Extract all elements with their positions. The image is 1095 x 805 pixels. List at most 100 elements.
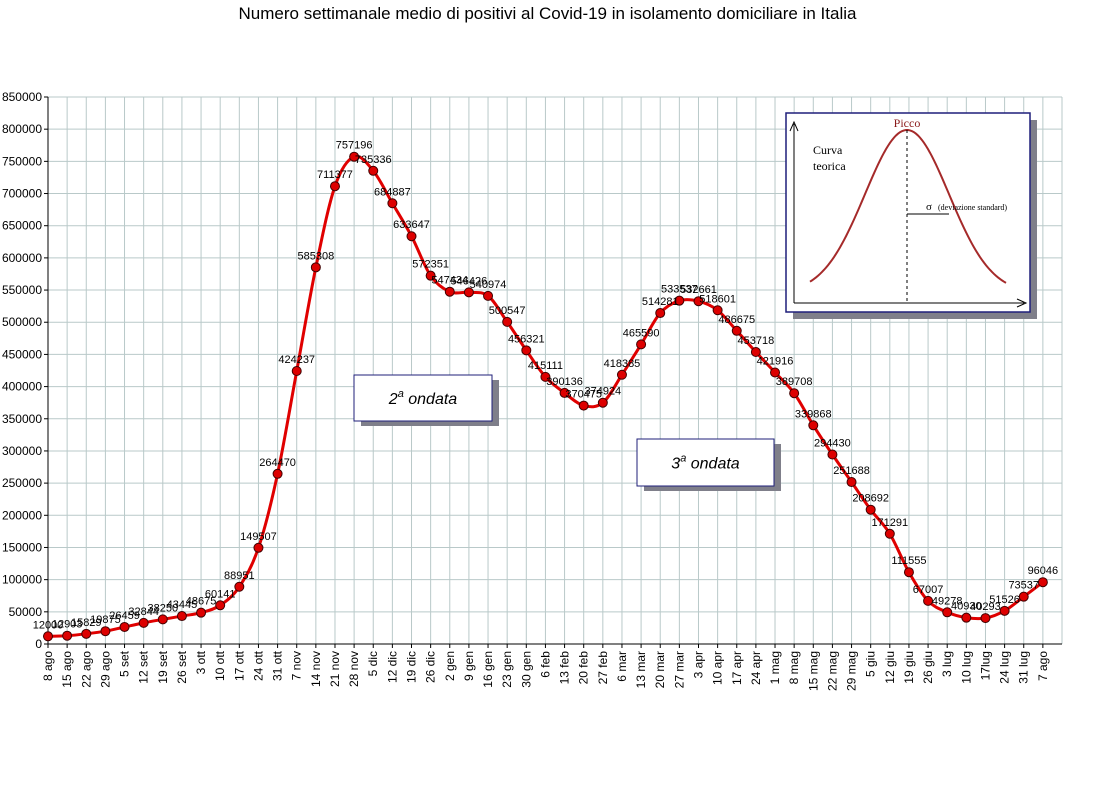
data-point <box>43 631 53 642</box>
data-labels: 1200012903158291987526459328443825043445… <box>33 140 1058 632</box>
y-tick-label: 50000 <box>9 605 43 619</box>
x-tick-label: 10 ott <box>213 650 227 681</box>
x-tick-label: 16 gen <box>481 651 495 688</box>
data-label: 424237 <box>278 354 315 366</box>
data-point <box>636 339 647 350</box>
data-label: 572351 <box>412 259 449 271</box>
data-label: 264470 <box>259 457 296 469</box>
axes <box>44 96 1062 648</box>
data-label: 500547 <box>489 305 526 317</box>
annotation-label: 2a ondata <box>388 388 458 408</box>
data-label: 757196 <box>336 140 373 152</box>
x-tick-label: 20 feb <box>577 651 591 685</box>
inset-curve-label: Curva <box>813 143 843 157</box>
x-tick-label: 6 mar <box>615 651 629 682</box>
x-tick-label: 17lug <box>978 651 992 680</box>
x-tick-label: 8 ago <box>41 651 55 681</box>
data-label: 73537 <box>1008 580 1039 592</box>
data-label: 540974 <box>470 279 507 291</box>
x-tick-label: 20 mar <box>653 651 667 688</box>
data-label: 684887 <box>374 186 411 198</box>
data-point <box>789 388 800 399</box>
data-label: 418385 <box>604 358 641 370</box>
data-point <box>291 365 302 376</box>
data-label: 518601 <box>699 293 736 305</box>
x-tick-label: 10 lug <box>959 651 973 684</box>
data-label: 12000 <box>33 619 64 631</box>
x-tick-label: 7 ago <box>1036 651 1050 681</box>
x-tick-label: 3 ott <box>194 650 208 674</box>
x-tick-label: 15 mag <box>806 651 820 691</box>
x-tick-label: 24 apr <box>749 651 763 685</box>
data-point <box>923 595 934 606</box>
inset-y-arrow <box>789 120 799 132</box>
x-tick-label: 3 apr <box>691 651 705 678</box>
data-label: 390136 <box>546 376 583 388</box>
data-label: 533537 <box>661 284 698 296</box>
data-label: 40293 <box>970 601 1001 613</box>
inset-peak-label: Picco <box>894 116 921 130</box>
x-tick-label: 24 ott <box>251 650 265 681</box>
data-point <box>176 611 187 622</box>
x-tick-label: 9 gen <box>462 651 476 681</box>
data-label: 60141 <box>205 588 236 600</box>
x-tick-label: 5 set <box>118 650 132 677</box>
data-label: 149507 <box>240 531 277 543</box>
y-tick-label: 500000 <box>2 315 42 329</box>
x-tick-label: 29 mag <box>845 651 859 691</box>
chart-title: Numero settimanale medio di positivi al … <box>238 4 857 23</box>
y-tick-label: 550000 <box>2 283 42 297</box>
data-label: 415111 <box>528 360 563 372</box>
y-tick-label: 850000 <box>2 90 42 104</box>
inset-sigma-label: (deviazione standard) <box>938 203 1007 212</box>
y-tick-label: 400000 <box>2 380 42 394</box>
data-point <box>808 420 819 431</box>
y-tick-label: 200000 <box>2 508 42 522</box>
annotation-frame <box>636 438 775 487</box>
data-label: 374924 <box>584 386 621 398</box>
x-tick-label: 29 ago <box>98 651 112 688</box>
x-tick-label: 8 mag <box>787 651 801 684</box>
x-tick-label: 13 mar <box>634 651 648 688</box>
data-label: 370475 <box>565 389 602 401</box>
data-point <box>157 614 168 625</box>
data-point <box>693 296 704 307</box>
data-label: 486675 <box>718 314 755 326</box>
y-tick-label: 750000 <box>2 154 42 168</box>
data-label: 514281 <box>642 296 679 308</box>
x-tick-label: 12 set <box>137 650 151 683</box>
data-point <box>521 345 532 356</box>
data-label: 633647 <box>393 219 430 231</box>
x-tick-label: 26 set <box>175 650 189 683</box>
x-tick-label: 17 ott <box>232 650 246 681</box>
inset-theoretical-curve: Picco Curva teorica σ (deviazione standard) <box>785 112 1037 319</box>
x-tick-label: 21 nov <box>328 651 342 687</box>
y-tick-label: 600000 <box>2 251 42 265</box>
data-point <box>578 400 589 411</box>
data-point <box>368 165 379 176</box>
x-tick-label: 12 giu <box>883 651 897 684</box>
data-point <box>62 630 73 641</box>
data-label: 40930 <box>951 601 982 613</box>
x-tick-label: 5 dic <box>366 651 380 676</box>
data-point <box>540 371 551 382</box>
inset-curve-label: teorica <box>813 159 846 173</box>
data-point <box>483 290 494 301</box>
data-point <box>942 607 953 618</box>
data-point <box>903 567 914 578</box>
data-label: 389708 <box>776 376 813 388</box>
data-point <box>234 581 245 592</box>
data-point <box>597 397 608 408</box>
x-tick-label: 28 nov <box>347 651 361 687</box>
data-label: 171291 <box>871 517 908 529</box>
annotation-box: 3a ondata <box>636 438 781 491</box>
data-label: 51526 <box>989 594 1020 606</box>
data-label: 294430 <box>814 438 851 450</box>
data-label: 38250 <box>147 602 178 614</box>
inset-x-arrow <box>1016 298 1028 308</box>
y-tick-label: 150000 <box>2 540 42 554</box>
data-point <box>1037 577 1048 588</box>
data-point <box>502 316 513 327</box>
x-tick-label: 27 feb <box>596 651 610 685</box>
data-label: 465590 <box>623 327 660 339</box>
